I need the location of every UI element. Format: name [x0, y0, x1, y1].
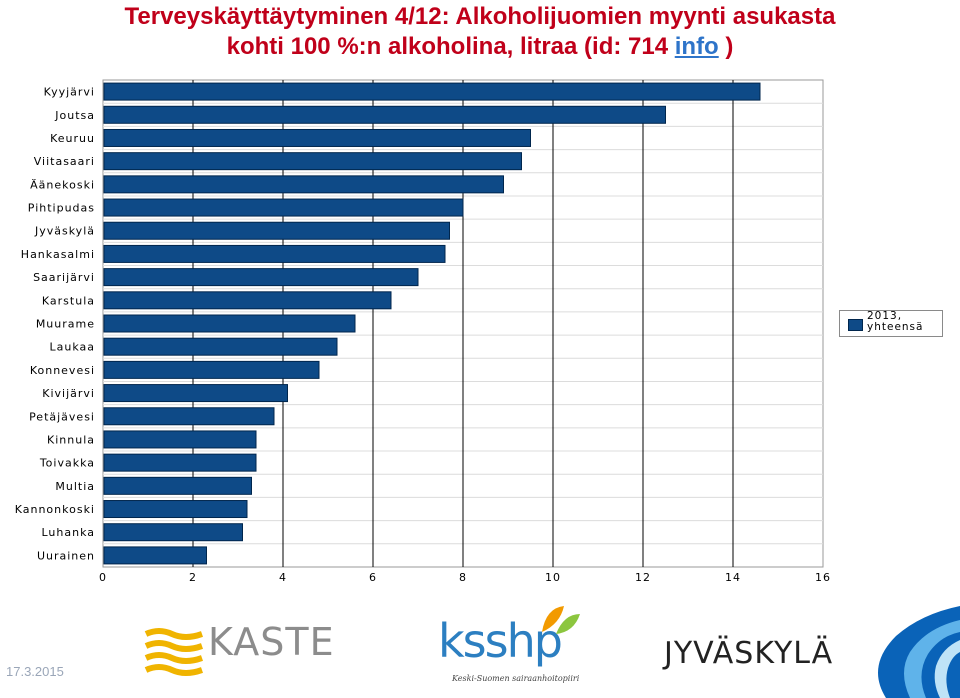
bar: [103, 175, 504, 194]
legend-label-line-2: yhteensä: [867, 321, 924, 333]
bar: [103, 291, 392, 310]
kaste-logo-icon: [144, 628, 203, 676]
category-labels: Kyyjärvi Joutsa Keuruu Viitasaari Äänekoski P…: [15, 86, 96, 563]
category-label: Keuruu: [50, 132, 95, 145]
category-label: Karstula: [42, 294, 95, 307]
category-label: Toivakka: [39, 457, 95, 470]
jyvaskyla-logo-text: JYVÄSKYLÄ: [664, 636, 834, 671]
bar: [103, 337, 338, 356]
category-label: Kannonkoski: [15, 503, 95, 516]
bar: [103, 407, 275, 426]
x-tick-label: 4: [279, 571, 287, 584]
info-link[interactable]: info: [674, 33, 719, 60]
bar: [103, 105, 666, 124]
bar: [103, 268, 419, 287]
category-label: Kyyjärvi: [44, 86, 95, 99]
bar: [103, 128, 531, 147]
bar: [103, 244, 446, 263]
bar-chart: Kyyjärvi Joutsa Keuruu Viitasaari Äänekoski P…: [15, 79, 831, 584]
bar: [103, 198, 464, 217]
bar: [103, 500, 248, 519]
title-line-2: kohti 100 %:n alkoholina, litraa (id: 71…: [0, 32, 960, 62]
bar: [103, 453, 257, 472]
bar: [103, 221, 450, 240]
jyvaskyla-wave-icon: [878, 606, 960, 698]
category-label: Saarijärvi: [33, 271, 95, 284]
kaste-logo-text: KASTE: [208, 620, 335, 664]
footer-date: 17.3.2015: [6, 664, 64, 679]
legend-swatch: [848, 319, 863, 331]
x-tick-label: 6: [369, 571, 377, 584]
bar: [103, 546, 207, 565]
category-label: Jyväskylä: [34, 225, 95, 238]
bar: [103, 523, 243, 542]
title-line-2-text: kohti 100 %:n alkoholina, litraa (id: 71…: [226, 33, 675, 60]
bar: [103, 152, 522, 171]
category-label: Pihtipudas: [28, 202, 95, 215]
category-label: Joutsa: [54, 109, 95, 122]
x-tick-label: 2: [189, 571, 197, 584]
x-tick-label: 14: [725, 571, 741, 584]
bar: [103, 360, 320, 379]
x-tick-label: 12: [635, 571, 651, 584]
category-label: Muurame: [36, 318, 95, 331]
chart-title: Terveyskäyttäytyminen 4/12: Alkoholijuom…: [0, 2, 960, 62]
ksshp-logo-text: ksshp: [438, 614, 563, 668]
x-tick-label: 0: [99, 571, 107, 584]
category-label: Multia: [55, 480, 95, 493]
category-label: Äänekoski: [30, 178, 95, 191]
x-tick-label: 10: [545, 571, 561, 584]
legend-label-line-1: 2013,: [867, 310, 903, 322]
legend-label: 2013, yhteensä: [867, 311, 923, 333]
x-tick-label: 8: [459, 571, 467, 584]
bar: [103, 476, 252, 495]
legend: 2013, yhteensä: [839, 310, 943, 337]
x-tick-labels: 0 2 4 6 8 10 12 14 16: [99, 571, 831, 584]
category-label: Uurainen: [37, 549, 95, 562]
bar: [103, 384, 288, 403]
ksshp-leaf-icon: [542, 606, 580, 634]
category-label: Kivijärvi: [42, 387, 95, 400]
bars: [103, 82, 761, 565]
category-label: Hankasalmi: [21, 248, 95, 261]
category-label: Luhanka: [41, 526, 95, 539]
category-label: Laukaa: [50, 341, 96, 354]
bar: [103, 82, 761, 101]
title-line-1: Terveyskäyttäytyminen 4/12: Alkoholijuom…: [124, 3, 836, 30]
ksshp-logo-subtitle: Keski-Suomen sairaanhoitopiiri: [452, 674, 580, 683]
category-label: Petäjävesi: [29, 410, 95, 423]
bar: [103, 430, 257, 449]
title-line-2-end: ): [718, 33, 734, 60]
category-label: Kinnula: [47, 433, 95, 446]
bar: [103, 314, 356, 333]
x-tick-label: 16: [815, 571, 831, 584]
category-label: Viitasaari: [34, 155, 95, 168]
category-label: Konnevesi: [30, 364, 95, 377]
